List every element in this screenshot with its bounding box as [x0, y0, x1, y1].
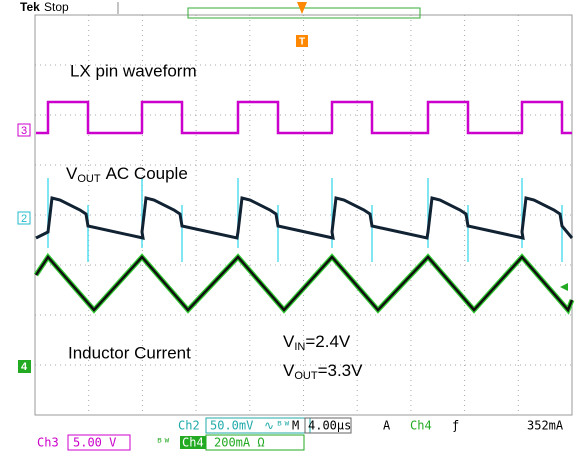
trigger-source: Ch4: [410, 419, 432, 433]
ch2-scale: 50.0mV: [210, 419, 253, 433]
label-sub: OUT: [77, 173, 101, 185]
screen-frame: [34, 14, 573, 416]
vin-label: VIN=2.4V: [283, 332, 351, 352]
lx-label: LX pin waveform: [70, 61, 197, 80]
time-box: [304, 417, 352, 434]
inductor-label: Inductor Current: [68, 343, 191, 362]
ch4-box: [205, 434, 305, 451]
inductor-waveform: [34, 254, 574, 313]
waveforms: [33, 100, 575, 315]
ch3-marker: 3: [21, 125, 27, 137]
label-v: V: [283, 332, 295, 351]
label-v: V: [66, 164, 78, 183]
lx-waveform: [36, 100, 572, 135]
trigger-marker: T: [299, 37, 305, 48]
ch4-bw: ᴮᵂ: [156, 436, 170, 450]
trigger-slope: ƒ: [452, 419, 459, 433]
ch4-label: Ch4: [182, 436, 204, 450]
label-rest: AC Couple: [106, 164, 188, 183]
vout-waveform: [35, 196, 574, 240]
acq-mode: A: [383, 419, 391, 433]
ch3-marker-box: [17, 123, 31, 137]
label-rest: =3.3V: [318, 361, 364, 380]
label-sub: IN: [294, 341, 305, 353]
ch2-box: [205, 417, 311, 434]
ch4-marker-box: [18, 360, 31, 373]
ch4-label-box: [180, 436, 206, 449]
trigger-level: 352mA: [527, 419, 564, 433]
ch3-box: [67, 434, 131, 451]
ch3-label: Ch3: [37, 436, 59, 450]
time-scale: 4.00µs: [308, 419, 351, 433]
label-rest: =2.4V: [305, 332, 351, 351]
ch3-scale: 5.00 V: [73, 436, 116, 450]
vout-label: VOUT=3.3V: [283, 361, 363, 381]
trigger-marker-box: [296, 35, 308, 47]
ch2-marker: 2: [21, 213, 27, 225]
ch2-label: Ch2: [178, 419, 200, 433]
ch2-coupling: ∿: [264, 419, 274, 433]
trigger-position: [297, 2, 307, 14]
ch2-marker-box: [17, 211, 31, 225]
ch4-marker: 4: [21, 361, 28, 373]
trigger-level-marker: [560, 283, 568, 291]
ch2-bw: ᴮᵂ: [276, 419, 290, 433]
vout-ac-label: VOUT AC Couple: [66, 164, 188, 184]
time-label: M: [292, 419, 299, 433]
run-state: Stop: [44, 0, 69, 14]
label-sub: OUT: [294, 370, 318, 382]
label-v: V: [283, 361, 295, 380]
brand: Tek: [20, 0, 40, 14]
ch4-scale: 200mA Ω: [214, 436, 265, 450]
